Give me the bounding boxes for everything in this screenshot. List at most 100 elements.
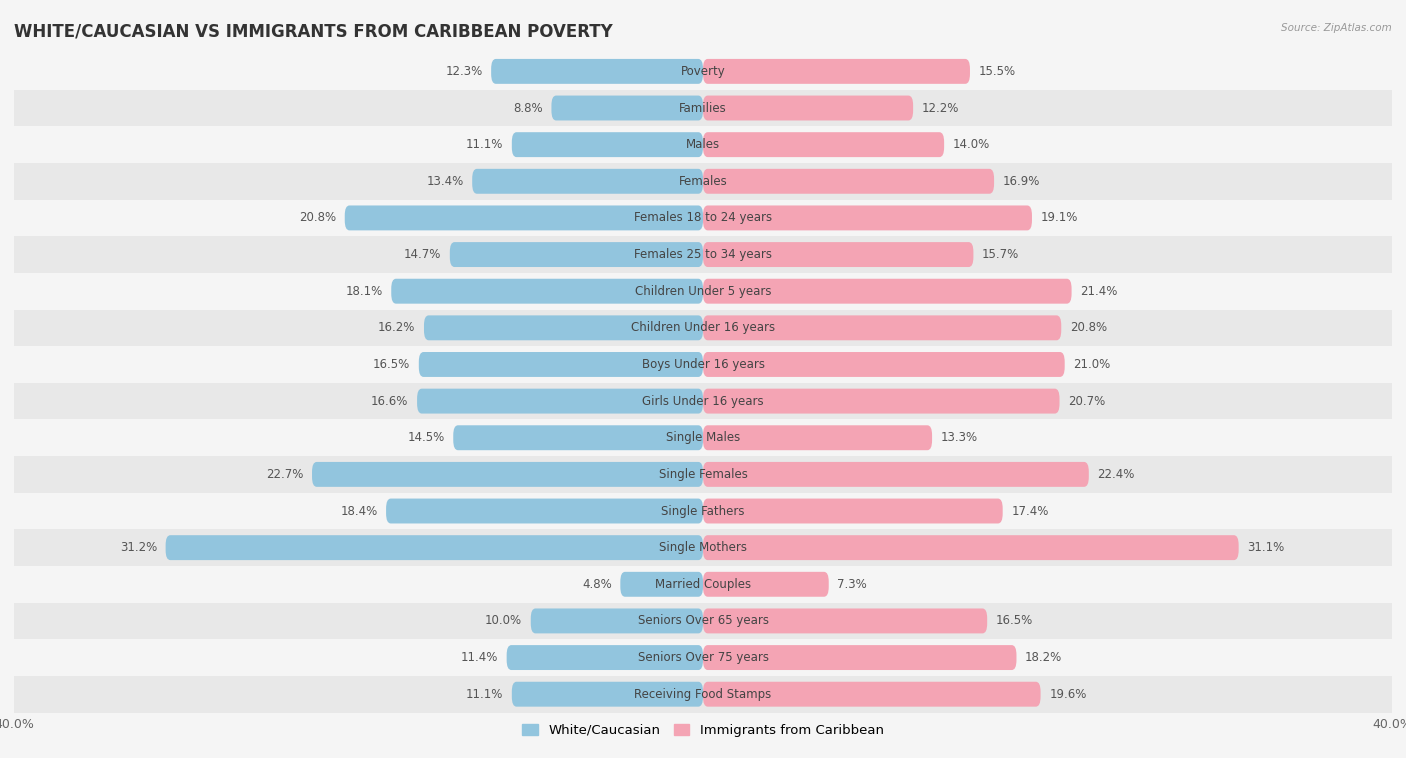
FancyBboxPatch shape [419, 352, 703, 377]
Text: Seniors Over 65 years: Seniors Over 65 years [637, 615, 769, 628]
FancyBboxPatch shape [531, 609, 703, 634]
Text: Source: ZipAtlas.com: Source: ZipAtlas.com [1281, 23, 1392, 33]
FancyBboxPatch shape [703, 645, 1017, 670]
Text: 22.7%: 22.7% [266, 468, 304, 481]
Text: 15.7%: 15.7% [981, 248, 1019, 261]
Text: 16.2%: 16.2% [378, 321, 415, 334]
Text: Single Females: Single Females [658, 468, 748, 481]
Text: 16.9%: 16.9% [1002, 175, 1040, 188]
Bar [14, 639, 1392, 676]
FancyBboxPatch shape [703, 609, 987, 634]
Bar [14, 529, 1392, 566]
Bar [14, 456, 1392, 493]
Text: 16.5%: 16.5% [373, 358, 411, 371]
Bar [14, 566, 1392, 603]
Bar [14, 53, 1392, 89]
Legend: White/Caucasian, Immigrants from Caribbean: White/Caucasian, Immigrants from Caribbe… [517, 719, 889, 742]
Text: 31.2%: 31.2% [120, 541, 157, 554]
FancyBboxPatch shape [703, 169, 994, 194]
FancyBboxPatch shape [312, 462, 703, 487]
Text: Females: Females [679, 175, 727, 188]
FancyBboxPatch shape [620, 572, 703, 597]
Text: Children Under 5 years: Children Under 5 years [634, 285, 772, 298]
Text: Girls Under 16 years: Girls Under 16 years [643, 395, 763, 408]
FancyBboxPatch shape [703, 315, 1062, 340]
FancyBboxPatch shape [166, 535, 703, 560]
Bar [14, 309, 1392, 346]
Bar [14, 127, 1392, 163]
Bar [14, 273, 1392, 309]
Text: WHITE/CAUCASIAN VS IMMIGRANTS FROM CARIBBEAN POVERTY: WHITE/CAUCASIAN VS IMMIGRANTS FROM CARIB… [14, 23, 613, 41]
Text: Males: Males [686, 138, 720, 151]
Text: 11.4%: 11.4% [461, 651, 498, 664]
Text: 18.4%: 18.4% [340, 505, 377, 518]
Bar [14, 493, 1392, 529]
FancyBboxPatch shape [703, 425, 932, 450]
Text: 11.1%: 11.1% [465, 688, 503, 700]
Text: Families: Families [679, 102, 727, 114]
FancyBboxPatch shape [703, 462, 1088, 487]
FancyBboxPatch shape [703, 389, 1060, 414]
FancyBboxPatch shape [703, 59, 970, 84]
Text: 20.8%: 20.8% [1070, 321, 1107, 334]
Text: Boys Under 16 years: Boys Under 16 years [641, 358, 765, 371]
Text: 16.5%: 16.5% [995, 615, 1033, 628]
Text: 13.4%: 13.4% [426, 175, 464, 188]
Text: Receiving Food Stamps: Receiving Food Stamps [634, 688, 772, 700]
Text: Seniors Over 75 years: Seniors Over 75 years [637, 651, 769, 664]
FancyBboxPatch shape [703, 132, 945, 157]
Bar [14, 236, 1392, 273]
Text: 17.4%: 17.4% [1011, 505, 1049, 518]
FancyBboxPatch shape [512, 132, 703, 157]
FancyBboxPatch shape [425, 315, 703, 340]
FancyBboxPatch shape [512, 681, 703, 706]
FancyBboxPatch shape [387, 499, 703, 524]
FancyBboxPatch shape [391, 279, 703, 304]
Text: 12.2%: 12.2% [922, 102, 959, 114]
Text: 18.1%: 18.1% [346, 285, 382, 298]
Text: 4.8%: 4.8% [582, 578, 612, 590]
Text: 11.1%: 11.1% [465, 138, 503, 151]
FancyBboxPatch shape [344, 205, 703, 230]
Text: Single Mothers: Single Mothers [659, 541, 747, 554]
Text: 20.8%: 20.8% [299, 211, 336, 224]
FancyBboxPatch shape [491, 59, 703, 84]
Text: 13.3%: 13.3% [941, 431, 977, 444]
Bar [14, 603, 1392, 639]
FancyBboxPatch shape [450, 242, 703, 267]
FancyBboxPatch shape [703, 352, 1064, 377]
FancyBboxPatch shape [703, 242, 973, 267]
Text: 21.4%: 21.4% [1080, 285, 1118, 298]
Text: 14.5%: 14.5% [408, 431, 444, 444]
FancyBboxPatch shape [703, 572, 828, 597]
Text: Children Under 16 years: Children Under 16 years [631, 321, 775, 334]
FancyBboxPatch shape [703, 205, 1032, 230]
Bar [14, 383, 1392, 419]
FancyBboxPatch shape [551, 96, 703, 121]
FancyBboxPatch shape [703, 96, 912, 121]
FancyBboxPatch shape [472, 169, 703, 194]
Bar [14, 163, 1392, 199]
Text: 10.0%: 10.0% [485, 615, 522, 628]
Text: Poverty: Poverty [681, 65, 725, 78]
Text: 19.6%: 19.6% [1049, 688, 1087, 700]
Text: 12.3%: 12.3% [446, 65, 482, 78]
FancyBboxPatch shape [703, 499, 1002, 524]
FancyBboxPatch shape [506, 645, 703, 670]
FancyBboxPatch shape [703, 535, 1239, 560]
FancyBboxPatch shape [703, 279, 1071, 304]
Bar [14, 419, 1392, 456]
Text: 15.5%: 15.5% [979, 65, 1015, 78]
FancyBboxPatch shape [703, 681, 1040, 706]
Bar [14, 346, 1392, 383]
Bar [14, 199, 1392, 236]
FancyBboxPatch shape [418, 389, 703, 414]
Bar [14, 89, 1392, 127]
FancyBboxPatch shape [453, 425, 703, 450]
Text: 14.0%: 14.0% [953, 138, 990, 151]
Text: 31.1%: 31.1% [1247, 541, 1285, 554]
Text: Married Couples: Married Couples [655, 578, 751, 590]
Text: Females 18 to 24 years: Females 18 to 24 years [634, 211, 772, 224]
Text: 7.3%: 7.3% [838, 578, 868, 590]
Text: Single Fathers: Single Fathers [661, 505, 745, 518]
